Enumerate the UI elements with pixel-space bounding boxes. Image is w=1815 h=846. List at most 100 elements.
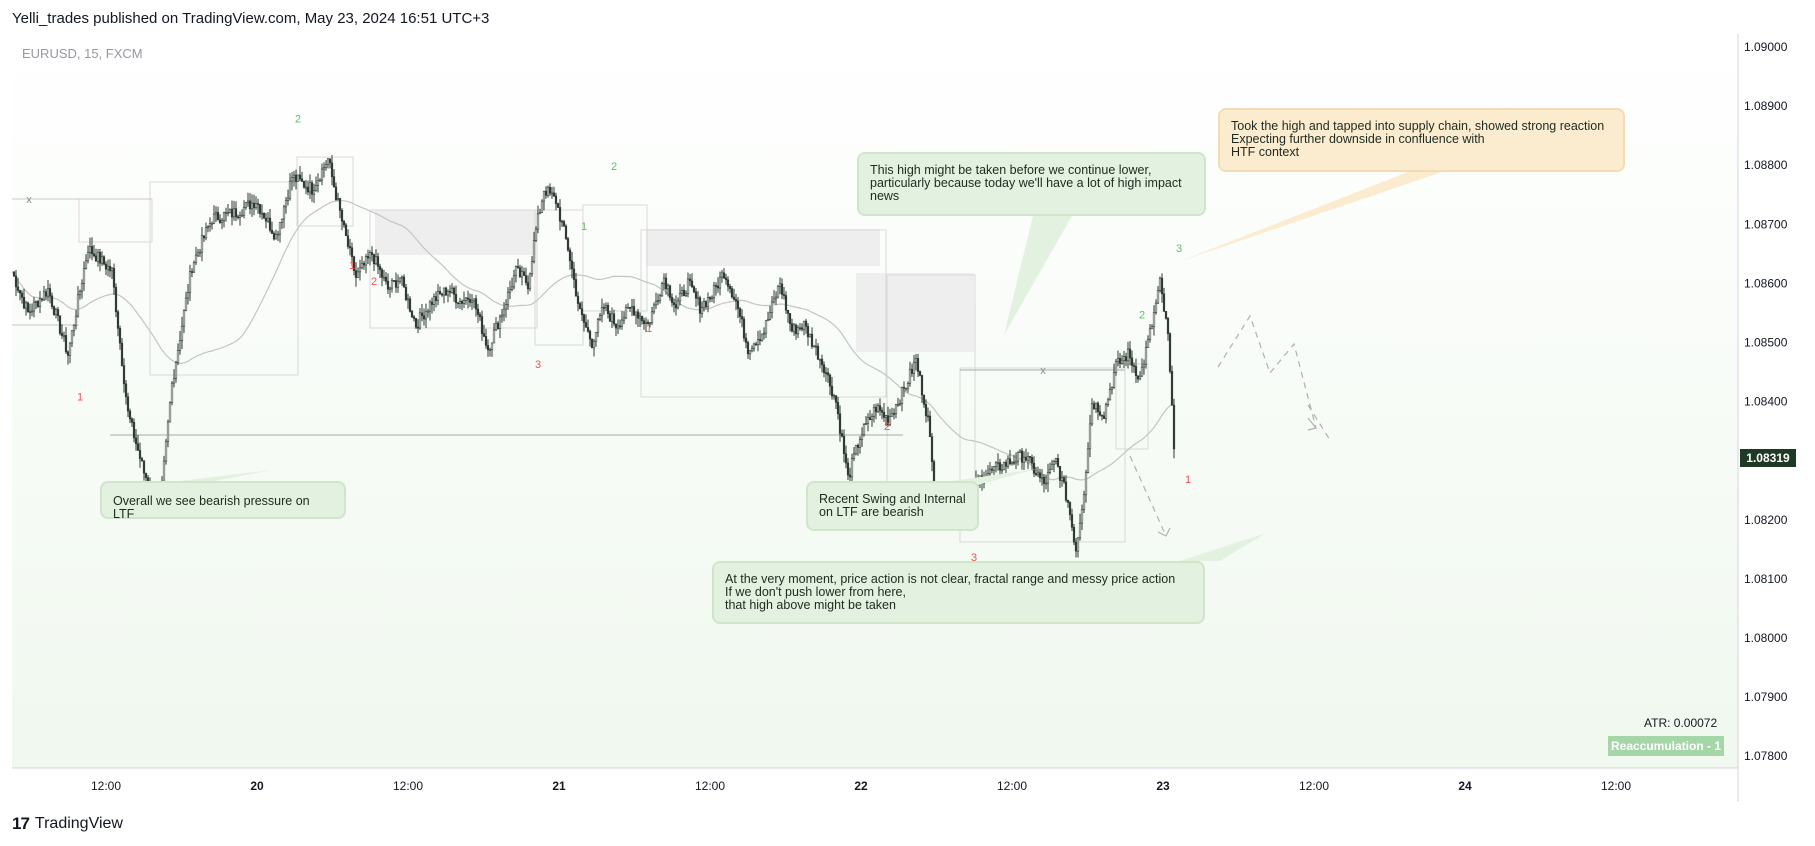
candle-body <box>644 321 648 324</box>
candle-body <box>576 295 580 304</box>
candle-body <box>722 272 726 279</box>
swing-label: 2 <box>884 421 890 433</box>
candle-body <box>522 271 526 276</box>
candle-body <box>356 271 360 278</box>
candle-body <box>730 288 734 298</box>
candle-body <box>728 286 732 289</box>
candle-body <box>48 288 52 297</box>
candle-body <box>250 202 254 210</box>
candle-body <box>228 208 232 213</box>
candle-body <box>668 285 672 298</box>
candle-body <box>1132 365 1136 367</box>
candle-body <box>54 309 58 315</box>
candle-body <box>572 268 576 280</box>
candle-body <box>1090 403 1094 425</box>
tradingview-logo[interactable]: 17 TradingView <box>12 814 123 834</box>
candle-body <box>698 297 702 314</box>
candle-body <box>876 405 880 413</box>
candle-body <box>1088 423 1092 450</box>
candle-body <box>594 331 598 342</box>
candle-body <box>560 220 564 223</box>
candle-body <box>346 235 350 247</box>
candle-body <box>390 280 394 289</box>
candle-body <box>464 297 468 301</box>
candle-body <box>624 307 628 319</box>
candle-body <box>902 386 906 389</box>
candle-body <box>1110 387 1114 390</box>
candle-body <box>1098 411 1102 416</box>
time-tick: 12:00 <box>393 779 423 793</box>
candle-body <box>650 311 654 323</box>
candle-body <box>90 246 94 255</box>
callout-supply-chain[interactable]: Took the high and tapped into supply cha… <box>1218 108 1625 172</box>
candle-body <box>70 330 74 344</box>
candle-body <box>558 207 562 222</box>
candle-body <box>1106 399 1110 405</box>
candle-body <box>582 314 586 323</box>
candle-body <box>206 226 210 229</box>
candle-body <box>340 210 344 222</box>
candle-body <box>40 298 44 301</box>
candle-body <box>398 277 402 282</box>
candle-body <box>300 178 304 182</box>
candle-body <box>276 233 280 236</box>
candle-body <box>904 387 908 390</box>
candle-body <box>1138 375 1142 380</box>
publisher-line: Yelli_trades published on TradingView.co… <box>12 10 490 27</box>
candle-body <box>570 260 574 270</box>
candle-body <box>86 252 90 262</box>
candle-body <box>246 200 250 203</box>
candle-body <box>382 276 386 279</box>
candle-body <box>548 187 552 194</box>
candle-body <box>44 291 48 297</box>
candle-body <box>790 323 794 332</box>
candle-body <box>1054 457 1058 462</box>
candle-body <box>326 158 330 165</box>
candle-body <box>888 416 892 425</box>
candle-body <box>778 283 782 287</box>
candle-body <box>530 261 534 275</box>
candle-body <box>568 249 572 262</box>
candle-body <box>222 212 226 221</box>
candle-body <box>634 311 638 316</box>
candle-body <box>604 304 608 308</box>
candle-body <box>1040 476 1044 479</box>
candle-body <box>336 198 340 200</box>
swing-label: 2 <box>1139 309 1145 321</box>
swing-label: 1 <box>349 260 355 272</box>
candle-body <box>750 348 754 352</box>
callout-recent-swing[interactable]: Recent Swing and Internal on LTF are bea… <box>806 481 979 531</box>
candle-body <box>638 315 642 319</box>
candle-body <box>492 329 496 344</box>
candle-body <box>792 324 796 332</box>
candle-body <box>1140 366 1144 377</box>
candle-body <box>362 262 366 266</box>
candle-body <box>260 212 264 215</box>
candle-body <box>636 311 640 319</box>
candle-body <box>484 336 488 346</box>
candle-body <box>258 204 262 214</box>
price-tick: 1.08400 <box>1744 395 1788 409</box>
candle-body <box>894 403 898 414</box>
candle-body <box>176 349 180 363</box>
candle-body <box>192 262 196 273</box>
candle-body <box>32 301 36 312</box>
candle-body <box>144 472 148 479</box>
callout-high-taken[interactable]: This high might be taken before we conti… <box>857 152 1206 216</box>
candle-body <box>104 263 108 270</box>
candle-body <box>210 222 214 225</box>
callout-bearish-pressure[interactable]: Overall we see bearish pressure on LTF <box>100 481 346 521</box>
candle-body <box>824 372 828 374</box>
candle-body <box>584 322 588 328</box>
candle-body <box>896 403 900 406</box>
candle-body <box>524 275 528 283</box>
candle-body <box>26 302 30 313</box>
candle-body <box>368 252 372 259</box>
candle-body <box>186 292 190 299</box>
candle-body <box>514 266 518 277</box>
candle-body <box>1160 277 1164 295</box>
candle-body <box>710 297 714 300</box>
candle-body <box>262 212 266 219</box>
callout-unclear-action[interactable]: At the very moment, price action is not … <box>712 561 1205 624</box>
swing-label: 3 <box>1176 243 1182 255</box>
